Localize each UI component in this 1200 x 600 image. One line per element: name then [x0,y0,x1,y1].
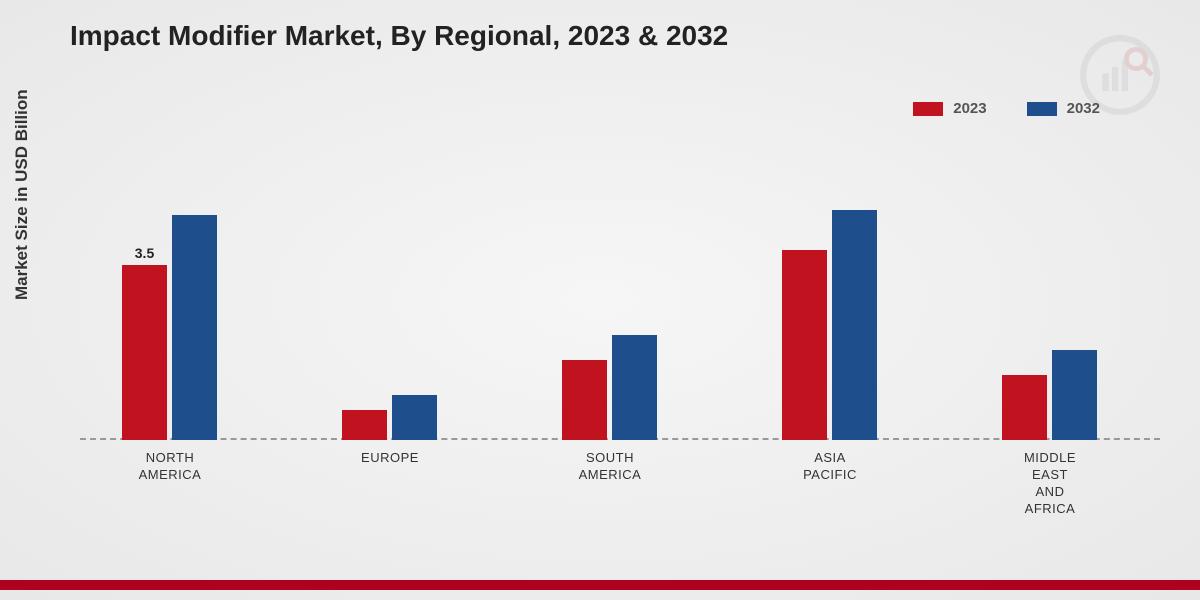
legend-label-2023: 2023 [953,100,986,117]
bar-2023: 3.5 [122,265,167,440]
x-axis-category-label: ASIA PACIFIC [750,450,910,484]
bar-2023 [782,250,827,440]
bar-2032 [832,210,877,440]
bar-group: SOUTH AMERICA [550,140,670,440]
bar-group: ASIA PACIFIC [770,140,890,440]
bar-2032 [1052,350,1097,440]
bar-group: MIDDLE EAST AND AFRICA [990,140,1110,440]
legend-item-2032: 2032 [1027,100,1100,117]
x-axis-category-label: SOUTH AMERICA [530,450,690,484]
bar-2032 [392,395,437,440]
bar-group: 3.5NORTH AMERICA [110,140,230,440]
bar-2023 [562,360,607,440]
bar-group: EUROPE [330,140,450,440]
bar-2023 [1002,375,1047,440]
legend-item-2023: 2023 [913,100,986,117]
footer-accent-bar [0,580,1200,590]
bar-value-label: 3.5 [122,245,167,261]
y-axis-label: Market Size in USD Billion [12,89,32,300]
legend-label-2032: 2032 [1067,100,1100,117]
bar-2032 [172,215,217,440]
x-axis-category-label: NORTH AMERICA [90,450,250,484]
legend: 2023 2032 [913,100,1100,117]
legend-swatch-2032 [1027,102,1057,116]
chart-title: Impact Modifier Market, By Regional, 202… [70,20,728,52]
legend-swatch-2023 [913,102,943,116]
page: Impact Modifier Market, By Regional, 202… [0,0,1200,600]
bar-2032 [612,335,657,440]
x-axis-category-label: EUROPE [310,450,470,467]
x-axis-category-label: MIDDLE EAST AND AFRICA [970,450,1130,518]
bar-2023 [342,410,387,440]
plot-area: 3.5NORTH AMERICA EUROPE SOUTH AMERICA ASIA … [80,140,1160,440]
